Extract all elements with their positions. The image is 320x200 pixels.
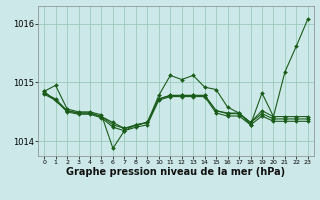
X-axis label: Graphe pression niveau de la mer (hPa): Graphe pression niveau de la mer (hPa) [67,167,285,177]
